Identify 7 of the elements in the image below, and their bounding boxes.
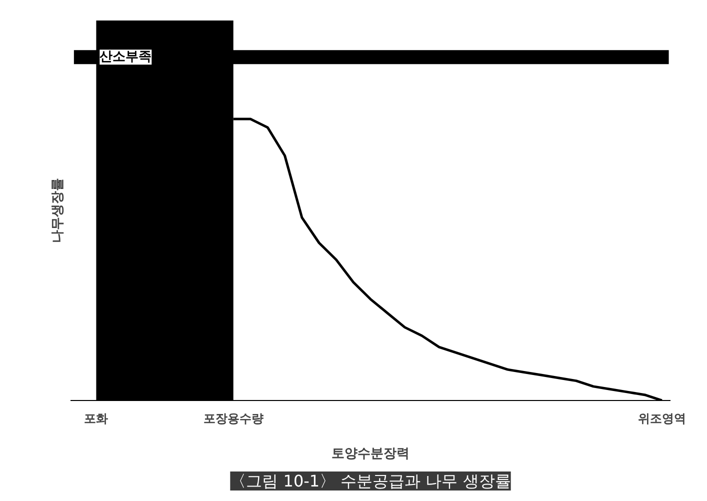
x-tick-label: 포장용수량 xyxy=(203,412,264,426)
x-tick-label: 위조영역 xyxy=(638,412,686,426)
text: 산소부족 xyxy=(100,50,152,65)
x-axis-title: 토양수분장력 xyxy=(332,446,410,462)
text: 〈그림 10-1〉 수분공급과 나무 생장률 xyxy=(230,472,511,490)
x-tick-label: 포화 xyxy=(84,412,108,426)
y-axis-title: 나무생장률 xyxy=(50,178,66,243)
